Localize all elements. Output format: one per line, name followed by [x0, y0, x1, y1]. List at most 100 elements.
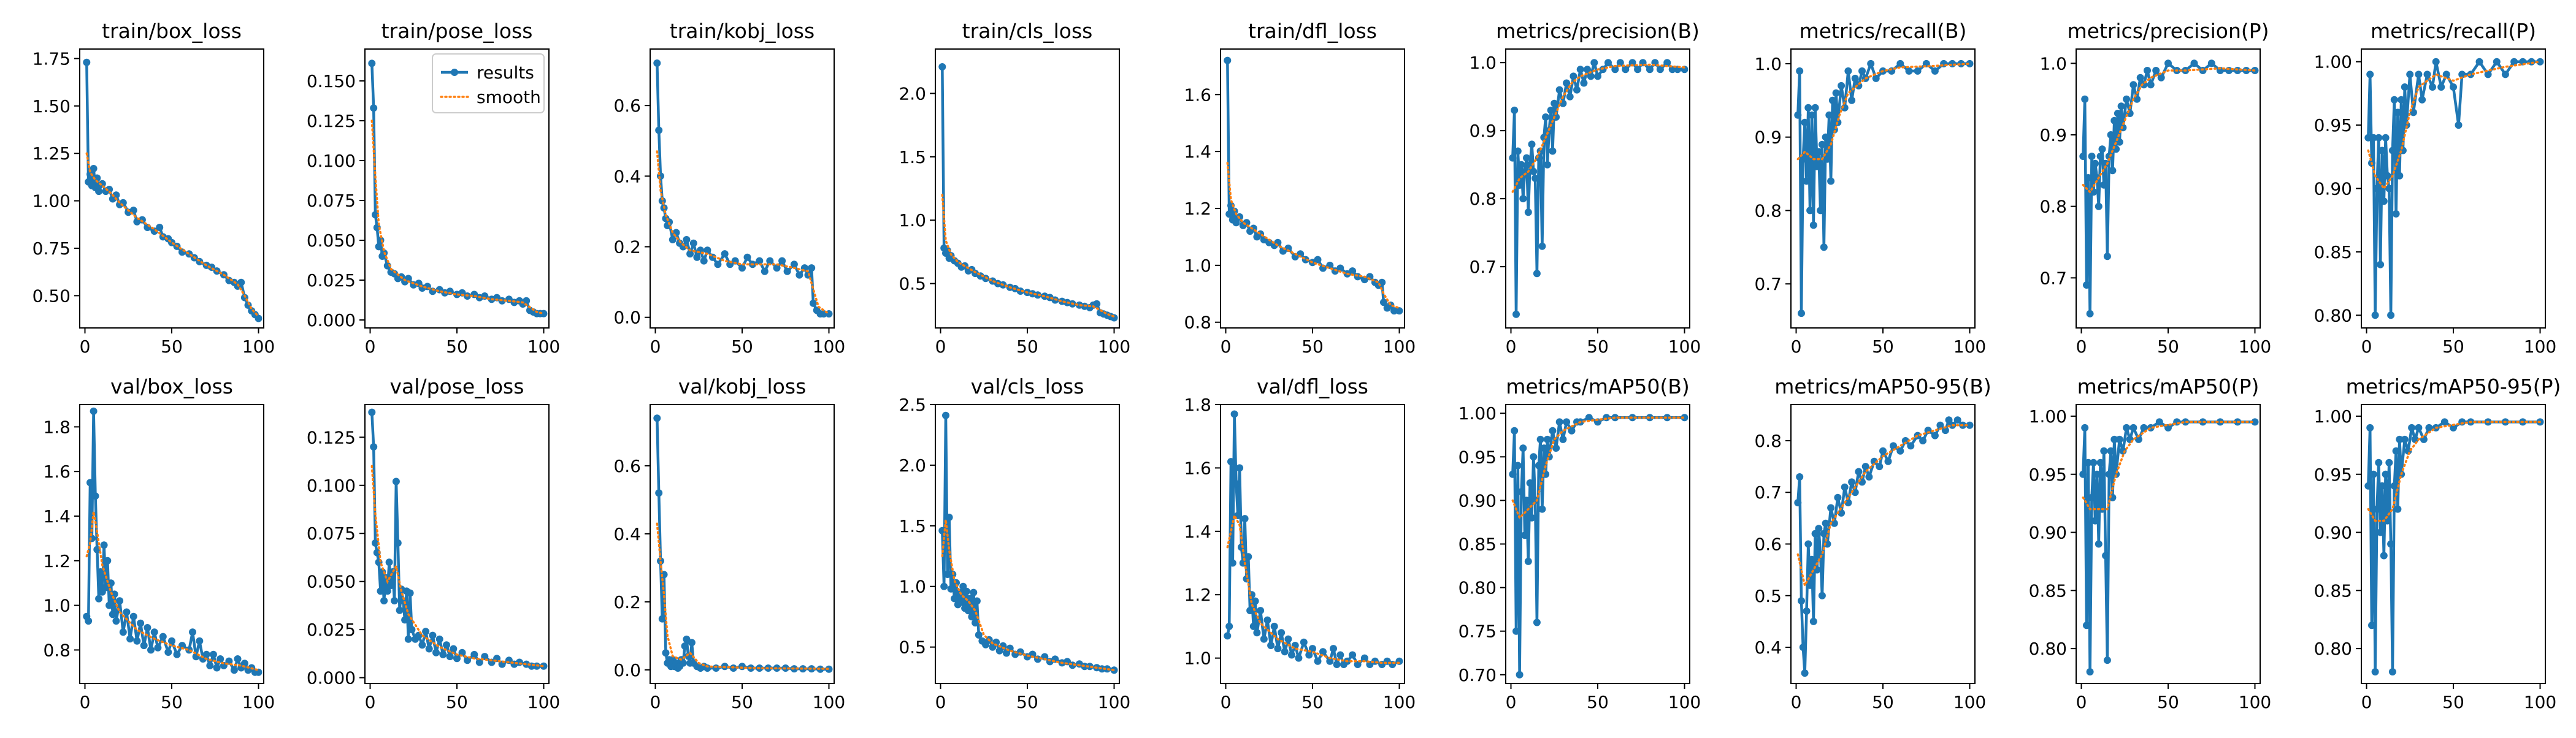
series-line-results	[1796, 62, 1970, 315]
data-point-results	[2371, 668, 2379, 675]
series-line-results	[1511, 416, 1685, 677]
data-point-results	[2366, 424, 2374, 432]
data-point-results	[968, 613, 976, 621]
data-point-results	[1818, 140, 1826, 148]
y-tick-label: 0.8	[2039, 197, 2067, 217]
series-line-smooth	[2082, 67, 2256, 194]
data-point-results	[1380, 299, 1387, 306]
data-point-results	[237, 278, 245, 286]
x-tick-label: 50	[446, 337, 468, 357]
data-point-results	[2394, 505, 2402, 513]
y-tick-label: 2.5	[899, 395, 926, 415]
data-point-results	[2114, 110, 2122, 117]
data-point-results	[1573, 86, 1581, 94]
data-point-results	[1901, 437, 1909, 444]
y-tick-label: 0.000	[307, 668, 356, 688]
data-point-results	[1284, 245, 1292, 252]
data-point-results	[2129, 424, 2137, 432]
data-point-results	[2373, 184, 2381, 192]
data-point-results	[1941, 427, 1949, 435]
data-point-results	[1817, 207, 1825, 215]
data-point-results	[693, 253, 701, 261]
data-point-results	[790, 261, 798, 268]
data-point-results	[810, 299, 817, 307]
x-tick-label: 100	[2524, 337, 2556, 357]
y-tick-label: 1.6	[1184, 458, 1211, 478]
x-tick-label: 50	[2442, 337, 2464, 357]
data-point-results	[1822, 133, 1830, 141]
data-point-results	[418, 641, 426, 649]
y-tick-label: 0.075	[307, 523, 356, 544]
data-point-results	[2366, 70, 2374, 78]
data-point-results	[392, 477, 400, 485]
chart-title: train/kobj_loss	[670, 19, 815, 43]
y-tick-label: 0.025	[307, 620, 356, 640]
data-point-results	[1336, 651, 1344, 659]
data-point-results	[1253, 629, 1261, 637]
data-point-results	[1590, 59, 1598, 67]
data-point-results	[686, 250, 694, 258]
data-point-results	[102, 584, 110, 592]
data-point-results	[1511, 106, 1519, 114]
data-point-results	[1884, 457, 1892, 465]
subplot-train-kobj-loss: train/kobj_loss 0 50 100 0.0 0.2 0.4 0.6	[613, 19, 845, 357]
data-point-results	[2390, 482, 2398, 490]
data-point-results	[1580, 79, 1588, 87]
data-point-results	[1858, 67, 1866, 75]
series-line-smooth	[370, 465, 545, 668]
data-point-results	[2455, 121, 2463, 129]
data-point-results	[385, 558, 393, 566]
data-point-results	[1799, 155, 1807, 163]
data-point-results	[2115, 435, 2123, 443]
data-point-results	[370, 443, 378, 451]
data-point-results	[738, 663, 746, 671]
data-point-results	[2392, 210, 2400, 218]
data-point-results	[2382, 470, 2390, 478]
data-point-results	[1533, 618, 1541, 626]
x-tick-label: 100	[2239, 337, 2271, 357]
y-tick-label: 0.85	[1459, 534, 1497, 555]
y-tick-label: 0.90	[2314, 179, 2352, 199]
data-point-results	[1594, 72, 1601, 80]
data-point-results	[1232, 480, 1240, 488]
data-point-results	[1823, 540, 1831, 548]
data-point-results	[453, 655, 461, 663]
data-point-results	[1300, 638, 1308, 646]
data-point-results	[1251, 597, 1259, 605]
data-point-results	[714, 261, 722, 268]
data-point-results	[2388, 668, 2396, 675]
data-point-results	[1656, 66, 1664, 74]
data-point-results	[2450, 83, 2457, 91]
data-point-results	[2510, 58, 2518, 66]
data-point-results	[1798, 597, 1805, 605]
data-point-results	[1284, 635, 1292, 643]
data-point-results	[446, 653, 454, 661]
y-tick-label: 0.9	[1754, 127, 1782, 148]
data-point-results	[2450, 424, 2457, 432]
plot-frame	[1220, 48, 1405, 329]
y-tick-label: 0.7	[1754, 274, 1782, 294]
y-tick-label: 0.95	[1459, 447, 1497, 467]
data-point-results	[2380, 197, 2388, 205]
data-point-results	[2251, 418, 2259, 426]
data-point-results	[1521, 167, 1529, 175]
data-point-results	[1820, 243, 1828, 251]
data-point-results	[1224, 632, 1232, 640]
subplot-val-kobj-loss: val/kobj_loss 0 50 100 0.0 0.2 0.4 0.6	[613, 375, 845, 712]
data-point-results	[1295, 654, 1303, 662]
y-tick-label: 0.85	[2314, 242, 2352, 262]
data-point-results	[2383, 172, 2391, 180]
plot-frame	[1790, 48, 1976, 329]
data-point-results	[206, 661, 214, 669]
data-point-results	[1270, 622, 1278, 630]
y-tick-label: 0.0	[613, 308, 641, 328]
data-point-results	[2501, 70, 2509, 78]
y-tick-label: 1.50	[33, 96, 71, 116]
data-point-results	[1229, 559, 1236, 567]
x-tick-label: 100	[242, 692, 275, 712]
data-point-results	[368, 408, 376, 416]
y-tick-label: 0.125	[307, 427, 356, 447]
y-tick-label: 0.050	[307, 572, 356, 592]
data-point-results	[1822, 519, 1830, 527]
chart-title: train/cls_loss	[962, 19, 1093, 43]
